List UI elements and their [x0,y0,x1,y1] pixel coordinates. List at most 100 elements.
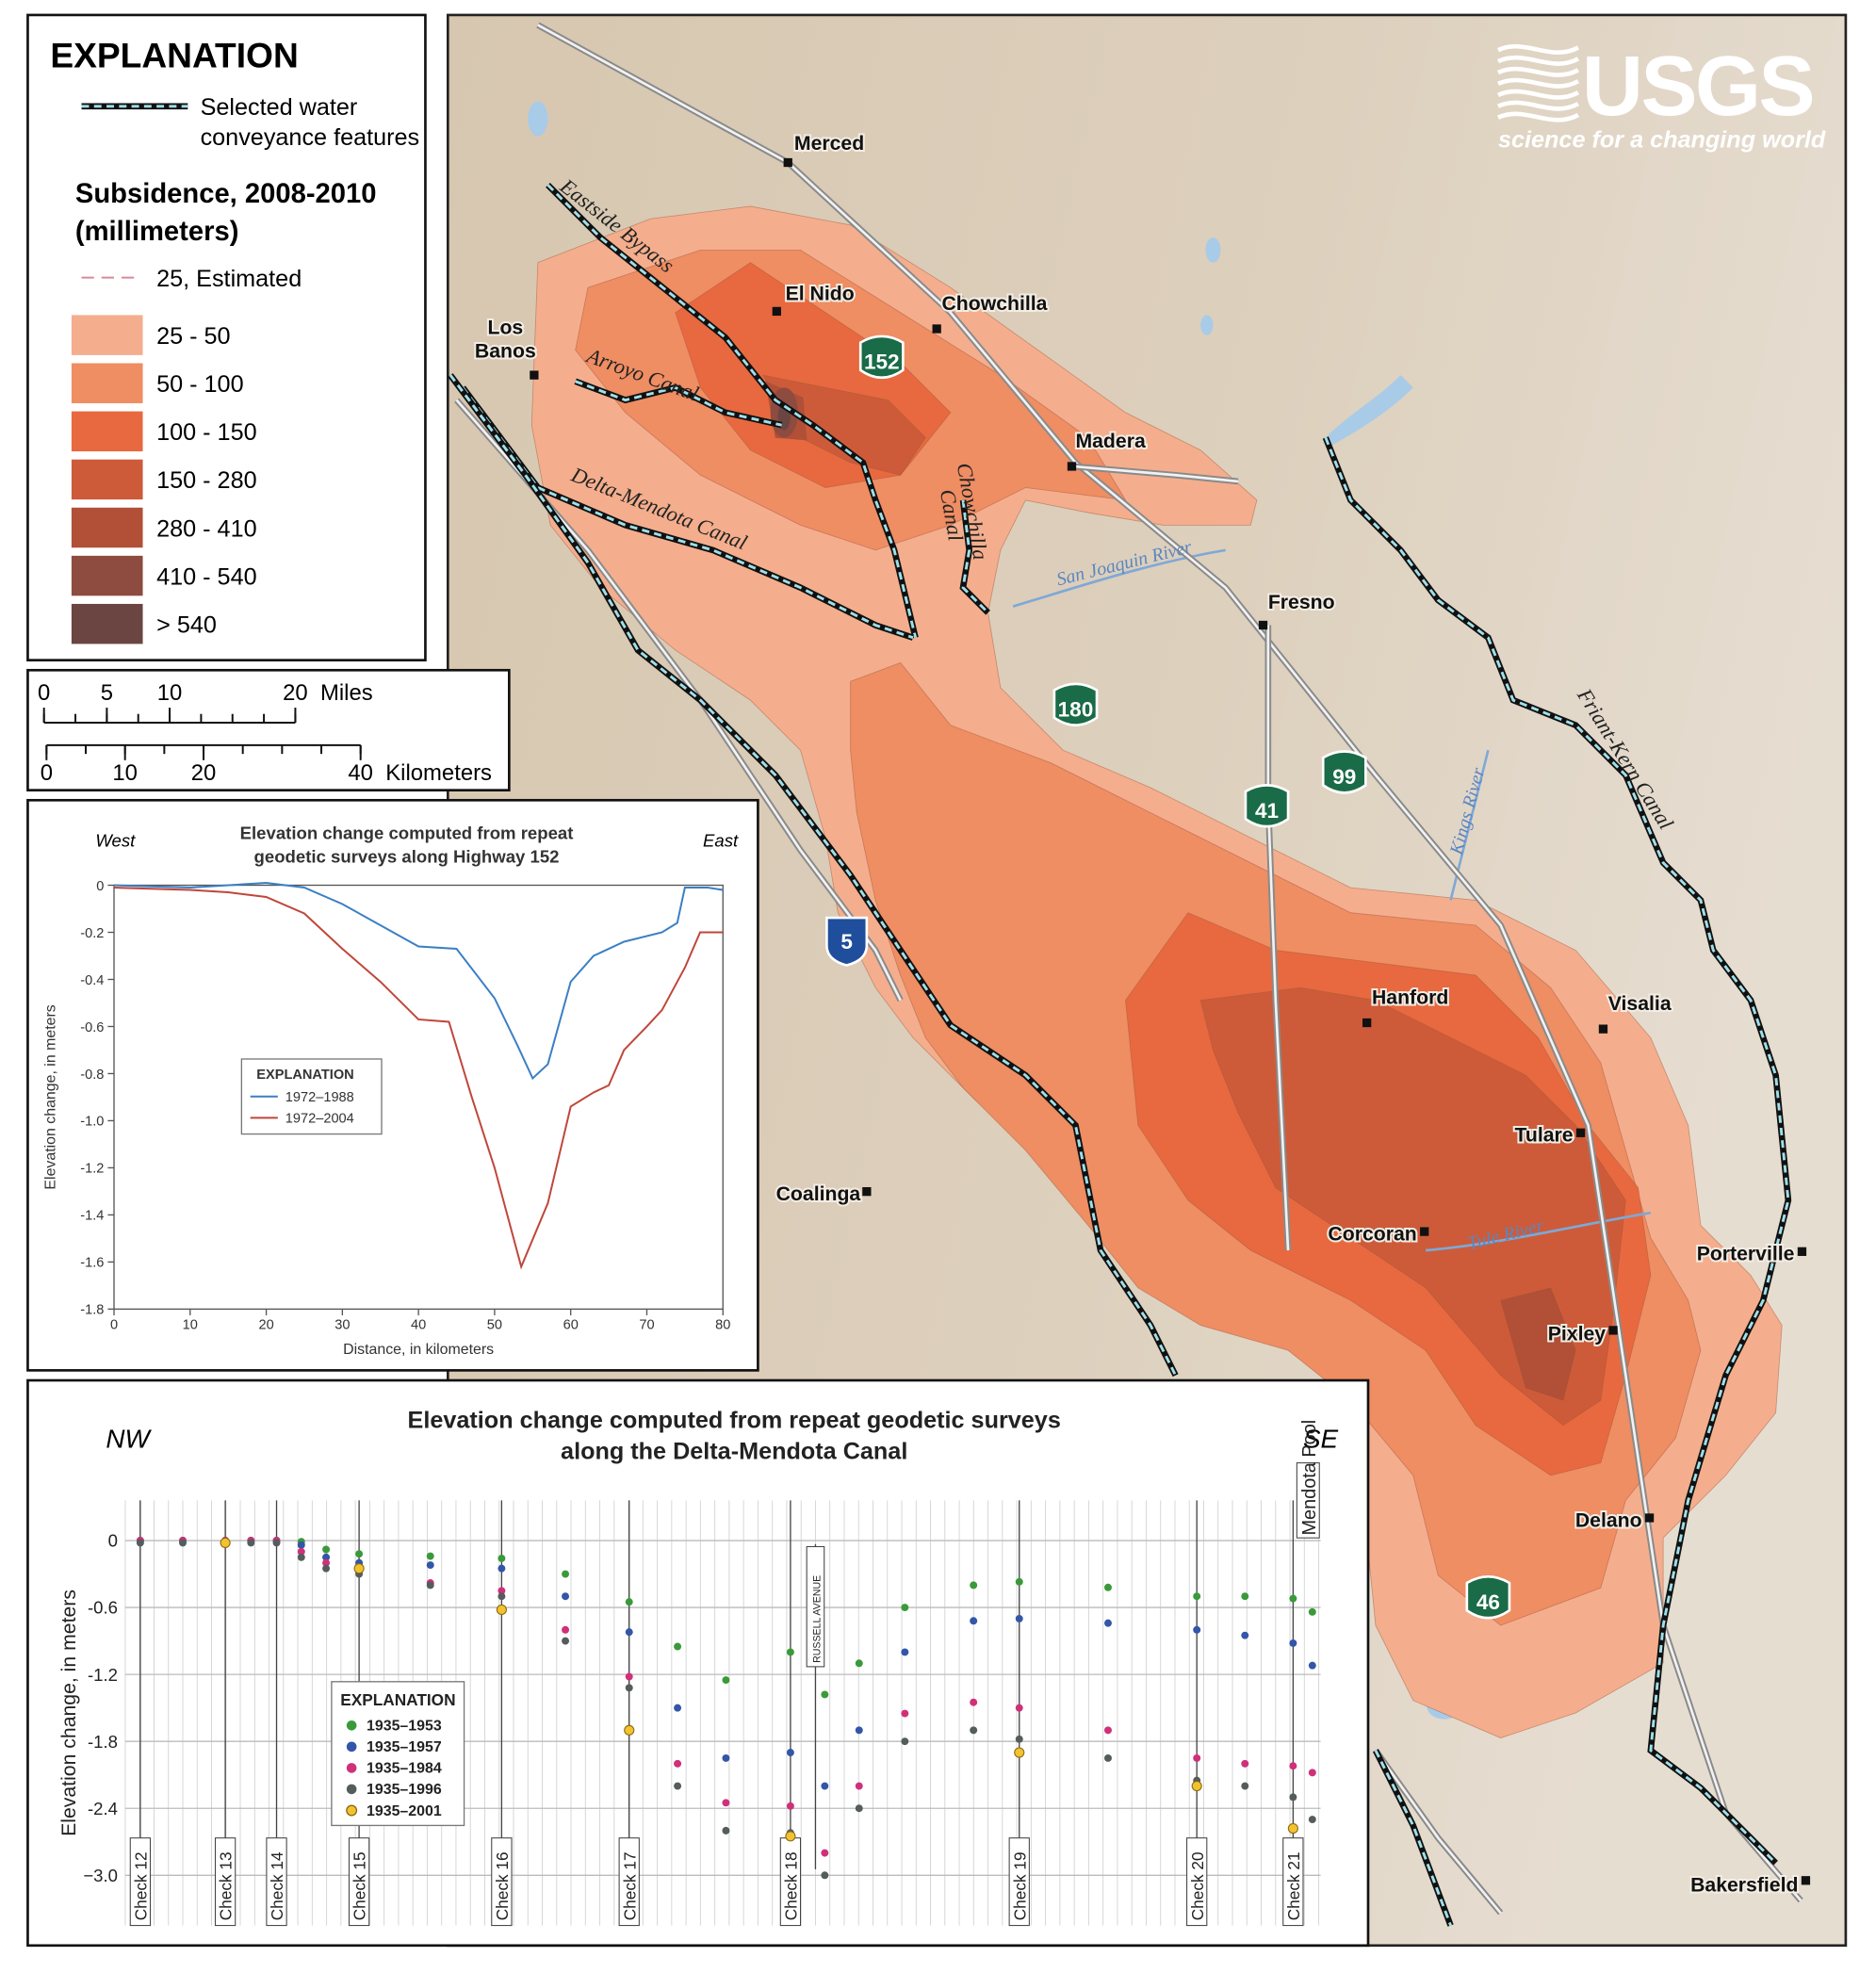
x-tick-label: Check 13 [217,1851,236,1920]
canal [961,499,989,614]
legend-swatch [71,459,143,500]
scale-unit: Miles [320,680,373,706]
canal [575,380,782,427]
highway-number: 5 [840,930,853,954]
city-label: Bakersfield [1690,1875,1798,1897]
city-label: Delano [1575,1509,1642,1531]
reference-box [1296,1462,1320,1539]
city-label-line: Banos [475,341,536,363]
scale-label: 20 [283,680,308,706]
highway-number: 99 [1332,765,1356,789]
data-point [821,1849,829,1857]
data-point [562,1592,570,1601]
city-label: Madera [1075,431,1145,452]
y-tick-label: -1.4 [80,1209,104,1224]
logo-tagline: science for a changing world [1498,127,1826,154]
x-tick-box [348,1837,370,1927]
data-point [722,1753,730,1762]
x-tick-label: 0 [110,1318,118,1333]
data-point [855,1659,863,1668]
x-tick-box [214,1837,237,1927]
highway [455,399,902,1002]
chart-title-line: Elevation change computed from repeat [240,823,574,842]
scale-label: 20 [191,760,217,786]
x-tick-box [491,1837,513,1927]
city-label: Hanford [1372,987,1448,1009]
x-tick-box [1186,1837,1208,1927]
x-tick-label: 60 [563,1318,579,1333]
highway-shield [1321,750,1367,794]
x-tick-box [1008,1837,1030,1927]
y-tick-label: 0 [108,1531,118,1551]
highway [1374,1750,1502,1915]
highway-shield [825,916,869,967]
logo-wave [1497,43,1580,55]
data-point [272,1539,281,1547]
data-point [1289,1793,1297,1802]
data-point [297,1553,305,1561]
legend-text: 25 - 50 [156,323,230,350]
city-label: Porterville [1697,1244,1795,1265]
city-label: Fresno [1268,592,1335,613]
lake [1200,315,1214,335]
legend-marker [346,1763,357,1773]
city-marker [1420,1227,1429,1236]
city-marker [772,306,781,317]
city-marker [1258,620,1268,630]
data-point [901,1648,909,1656]
data-point [1289,1594,1297,1603]
city-label: Chowchilla [941,293,1047,315]
x-tick-label: 20 [258,1318,273,1333]
legend-marker [346,1784,357,1795]
y-tick-label: -1.2 [80,1162,104,1177]
city-label: Tulare [1515,1125,1574,1147]
data-point [322,1553,331,1561]
data-point [786,1749,794,1757]
y-tick-label: 0 [96,879,104,894]
logo-wave [1497,100,1580,111]
data-point [674,1782,682,1790]
data-point [625,1672,633,1681]
chart-title-line: along the Delta-Mendota Canal [561,1439,907,1465]
city-label: Visalia [1608,993,1672,1015]
data-point [970,1698,978,1706]
legend-text: > 540 [156,611,217,638]
highway-shield [1244,784,1290,828]
legend-marker [346,1741,357,1753]
data-point [1191,1780,1202,1792]
legend-text: 50 - 100 [156,371,243,398]
scale-label: 40 [348,760,373,786]
legend-title: EXPLANATION [340,1690,455,1709]
highway-shield [1465,1575,1511,1620]
data-point [625,1628,633,1637]
legend-text: 150 - 280 [156,467,257,494]
data-point [1308,1816,1316,1824]
highway-number: 46 [1476,1590,1500,1614]
data-point [498,1564,506,1573]
data-point [1103,1726,1112,1735]
data-point [1241,1782,1249,1790]
legend-swatch [71,363,143,403]
direction-label: NW [106,1425,152,1454]
data-point [498,1587,506,1595]
data-point [674,1642,682,1651]
river [1012,548,1226,608]
data-point [1241,1759,1249,1768]
lake [1205,237,1221,263]
city-marker [1801,1876,1811,1885]
city-marker [1575,1128,1586,1137]
x-tick-label: Check 18 [782,1851,801,1920]
lake [528,101,548,137]
scale-box [26,668,511,791]
chart-box [26,798,759,1372]
legend-box [331,1681,465,1827]
legend-text: 25, Estimated [156,266,302,292]
data-point [136,1539,144,1547]
city-label: Coalinga [776,1183,861,1205]
canal [1374,1750,1452,1927]
direction-label: West [95,830,136,850]
data-point [786,1802,794,1810]
city-label: Los Banos [475,317,536,362]
y-tick-label: -0.6 [80,1020,104,1035]
x-axis-label: Distance, in kilometers [343,1342,494,1358]
